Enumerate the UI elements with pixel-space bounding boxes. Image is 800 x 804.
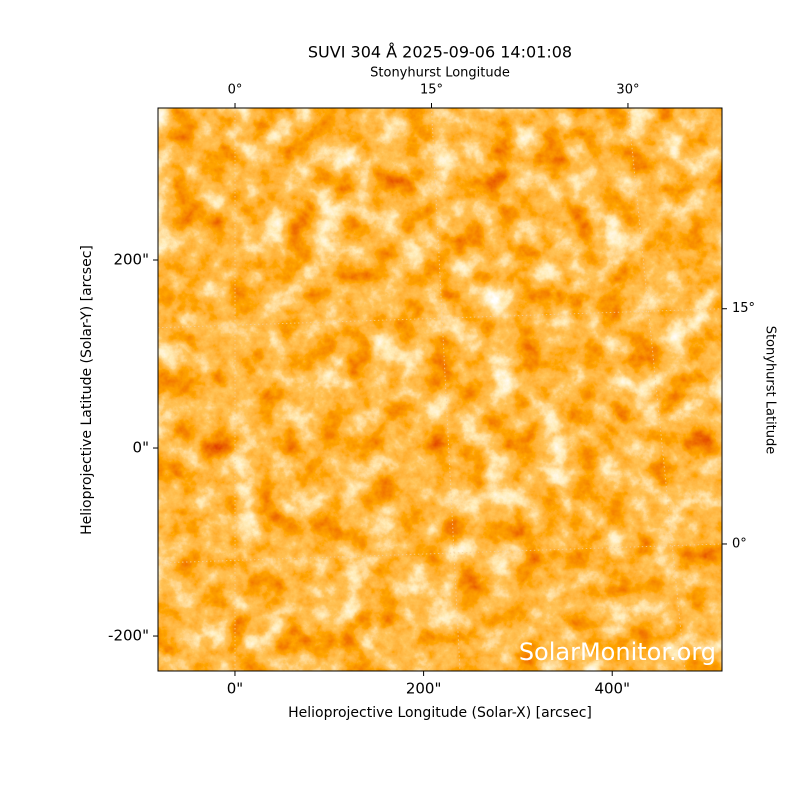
y-tick-label: 0" — [133, 439, 149, 457]
x2-tick-label: 0° — [228, 83, 243, 98]
y-tick-label: -200" — [108, 627, 149, 645]
x2-tick-label: 30° — [616, 83, 639, 98]
chart-title: SUVI 304 Å 2025-09-06 14:01:08 — [308, 43, 572, 62]
x2-axis-label: Stonyhurst Longitude — [370, 66, 510, 81]
x-tick-label: 400" — [594, 680, 630, 698]
x-tick-label: 200" — [406, 680, 442, 698]
x-axis-label: Helioprojective Longitude (Solar-X) [arc… — [288, 705, 592, 721]
axes-frame — [157, 107, 723, 672]
watermark: SolarMonitor.org — [519, 638, 716, 666]
y2-tick-label: 15° — [732, 301, 755, 316]
y-axis-label: Helioprojective Latitude (Solar-Y) [arcs… — [79, 245, 95, 535]
y2-tick-label: 0° — [732, 536, 747, 551]
solar-image — [158, 108, 722, 671]
x2-tick-label: 15° — [420, 83, 443, 98]
y-tick-label: 200" — [113, 251, 149, 269]
y2-axis-label: Stonyhurst Latitude — [763, 326, 778, 455]
x-tick-label: 0" — [227, 680, 243, 698]
